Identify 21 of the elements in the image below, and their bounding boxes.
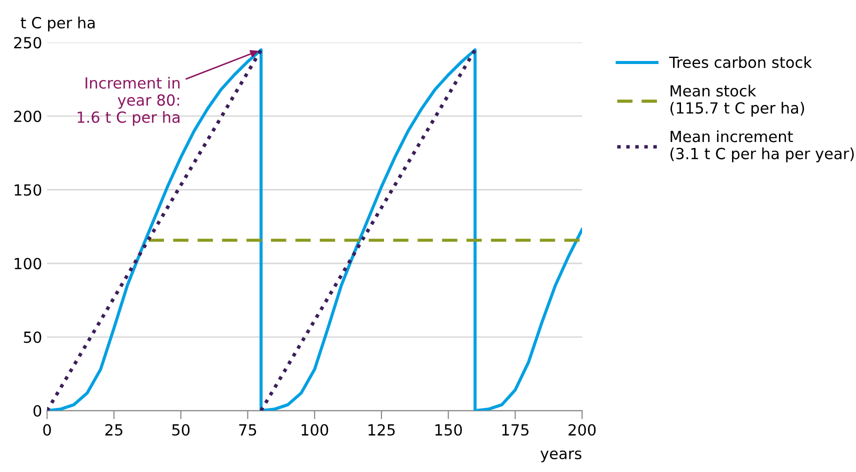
y-tick-label: 200	[14, 110, 42, 122]
x-tick-label: 175	[502, 424, 528, 436]
x-tick-label: 125	[368, 424, 395, 436]
legend-label: Mean increment (3.1 t C per ha per year)	[670, 130, 854, 162]
x-tick-label: 100	[302, 424, 328, 436]
y-tick-label: 150	[14, 184, 42, 196]
y-tick-label: 100	[14, 258, 42, 270]
y-tick-label: 50	[24, 331, 42, 344]
x-tick-label: 200	[568, 424, 596, 436]
x-tick-label: 75	[239, 424, 256, 436]
x-tick-label: 25	[105, 424, 122, 436]
y-axis-title: t C per ha	[20, 16, 95, 32]
legend-label: Mean stock (115.7 t C per ha)	[670, 84, 804, 117]
x-tick-label: 150	[435, 424, 462, 436]
legend-label: Trees carbon stock	[669, 56, 812, 68]
y-tick-label: 0	[34, 405, 42, 417]
x-axis-title: years	[540, 450, 582, 462]
y-tick-label: 250	[14, 36, 42, 48]
annotation: Increment in year 80: 1.6 t C per ha	[78, 76, 180, 126]
x-tick-label: 0	[43, 424, 51, 436]
x-tick-label: 50	[172, 424, 190, 436]
